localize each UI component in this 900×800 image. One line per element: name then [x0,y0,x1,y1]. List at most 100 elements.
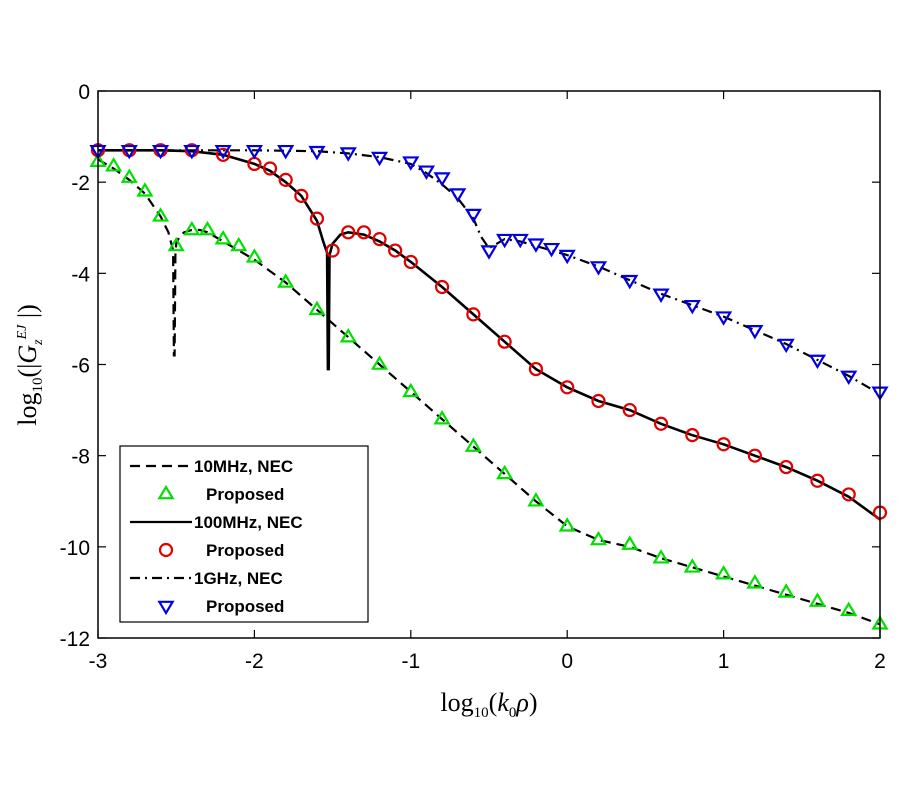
data-point [370,151,389,167]
series-line-0 [97,158,881,626]
data-point [747,448,762,463]
data-point [715,311,733,326]
legend-label: 100MHz, NEC [194,513,303,532]
data-point [497,334,512,349]
data-point [356,225,371,240]
data-point [542,242,561,258]
legend-marker [158,542,174,558]
x-tick-label: 1 [718,650,730,673]
data-point [527,492,545,507]
data-point [120,168,138,183]
legend-label: Proposed [206,541,284,560]
data-point [810,473,825,488]
legend-label: 1GHz, NEC [194,569,283,588]
data-point [403,254,418,270]
data-point [245,144,263,160]
data-point [558,517,576,532]
data-point [777,338,795,354]
data-point [683,299,701,315]
data-point [560,380,575,395]
x-tick-label: -1 [401,650,420,673]
data-point [262,161,278,176]
data-point [480,245,498,260]
data-point [434,279,450,295]
data-point [198,220,217,236]
y-tick-label: -6 [71,355,90,378]
series-markers-5 [89,144,889,402]
x-tick-label: -2 [245,650,264,673]
data-point [449,188,467,203]
data-point [464,437,482,452]
data-point [278,172,293,187]
data-point [417,165,436,180]
x-tick-label: 0 [561,650,573,673]
data-point [685,428,700,443]
data-point [308,300,326,316]
data-point [589,261,608,276]
data-point [339,327,357,343]
data-point [136,182,154,197]
data-point [683,558,701,573]
data-point [308,145,326,161]
series-line-4 [98,149,881,396]
data-point [511,233,529,249]
x-axis-label: log10(k0ρ) [440,688,537,721]
data-point [840,601,858,616]
data-point [433,172,451,187]
data-point [840,370,858,386]
data-point [527,238,545,253]
data-point [402,156,420,171]
data-point [621,535,639,550]
data-point [433,410,451,425]
data-point [496,464,514,480]
ticks [97,90,881,639]
y-tick-label: 0 [78,81,90,104]
y-tick-label: -2 [71,172,90,195]
legend-marker [157,484,175,500]
data-point [464,208,482,224]
y-tick-label: -4 [71,263,90,286]
data-point [294,188,309,203]
data-point [151,144,170,160]
x-tick-label: -3 [89,650,108,673]
y-tick-label: -10 [60,537,90,560]
data-point [808,592,827,607]
data-point [309,211,325,226]
data-point [746,574,764,589]
legend-box [119,445,369,623]
legend-label: Proposed [206,597,284,616]
data-point [370,355,389,370]
y-tick-label: -12 [60,628,90,651]
data-point [466,307,481,322]
data-point [214,229,232,245]
series-markers-1 [89,152,889,630]
data-point [339,147,357,162]
legend: 10MHz, NEC Proposed 100MHz, NEC Proposed 1GH… [119,445,369,623]
data-point [589,530,608,546]
data-point [183,220,201,236]
data-point [715,565,733,580]
data-point [216,147,231,162]
data-point [151,207,170,222]
data-point [245,248,263,263]
data-point [277,273,295,288]
data-point [716,437,731,452]
data-point [372,232,387,247]
data-point [808,354,827,370]
legend-label: 10MHz, NEC [194,457,293,476]
data-point [167,236,185,252]
data-point [528,361,544,377]
data-point [183,144,201,160]
data-point [652,288,670,304]
y-tick-label: -8 [71,446,90,469]
y-axis-label: log10(|GzEJ |) [13,304,46,425]
data-point [230,236,248,252]
data-point [402,382,420,398]
data-point [496,233,514,249]
data-point [591,393,606,409]
data-point [746,325,764,340]
data-point [841,487,856,502]
tick-labels: -3 -2 -1 0 1 20-2-4-6-8-10-12 [60,81,886,673]
data-point [388,243,403,258]
